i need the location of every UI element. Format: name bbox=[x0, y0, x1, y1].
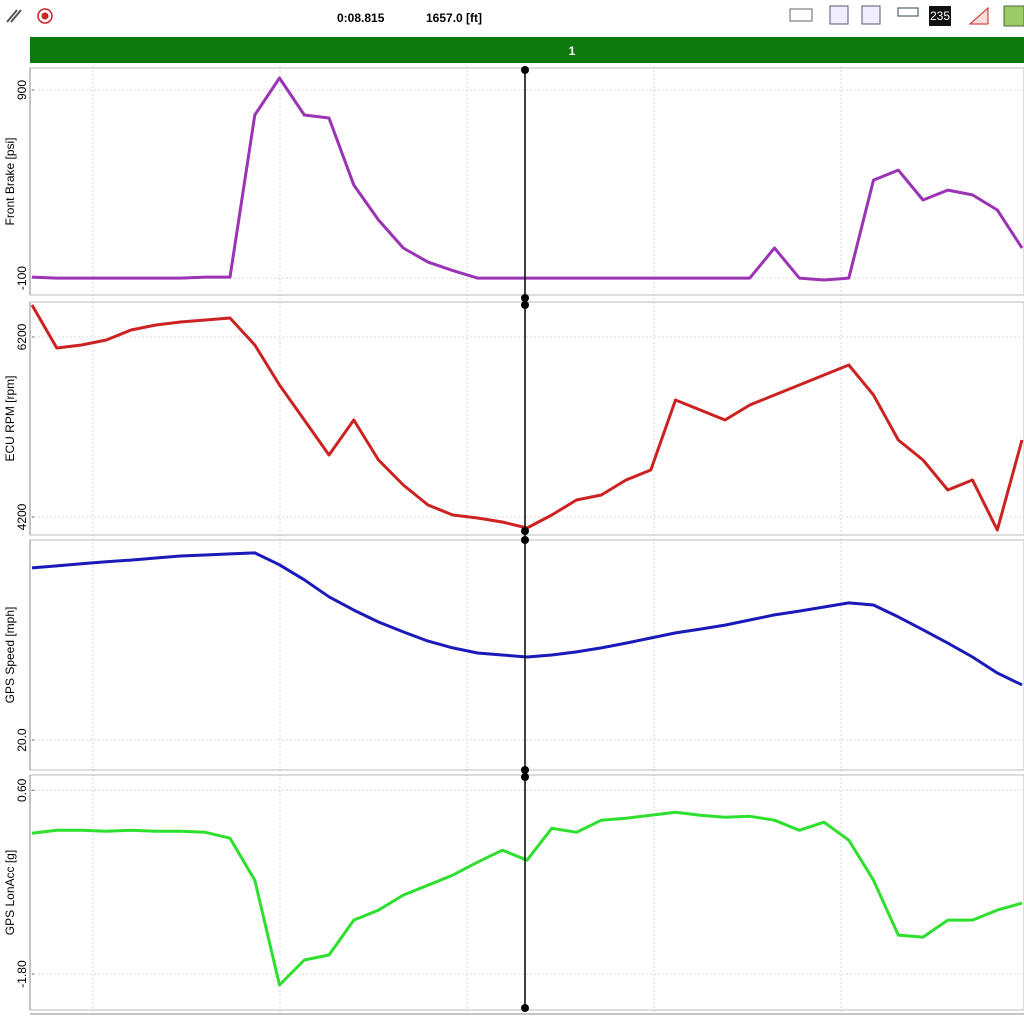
zoom-icon[interactable] bbox=[829, 5, 849, 25]
menu-icon[interactable] bbox=[1003, 5, 1024, 27]
cursor-handle bbox=[521, 773, 529, 781]
cursor-time: 0:08.815 bbox=[337, 11, 385, 25]
cursor-handle bbox=[521, 1004, 529, 1012]
cursor-distance: 1657.0 [ft] bbox=[426, 11, 482, 25]
y-axis-label: GPS LonAcc [g] bbox=[3, 850, 17, 935]
cursor-handle bbox=[521, 536, 529, 544]
cursor-handle bbox=[521, 66, 529, 74]
lap-label: 1 bbox=[569, 44, 576, 58]
record-dot bbox=[41, 12, 49, 20]
layout-icon[interactable] bbox=[897, 7, 919, 17]
y-tick-label: 6200 bbox=[15, 323, 29, 350]
y-tick-label: -100 bbox=[15, 266, 29, 290]
cursor-handle bbox=[521, 301, 529, 309]
cursor-handle bbox=[521, 527, 529, 535]
number-icon-label: 235 bbox=[930, 9, 950, 23]
y-axis-label: ECU RPM [rpm] bbox=[3, 375, 17, 461]
record-button[interactable] bbox=[37, 8, 53, 24]
y-tick-label: 20.0 bbox=[15, 728, 29, 752]
triangle-icon[interactable] bbox=[968, 6, 989, 25]
toolbar: 0:08.815 1657.0 [ft] 235 bbox=[6, 5, 1024, 27]
lap-bar[interactable] bbox=[30, 37, 1024, 63]
cursor-handle bbox=[521, 766, 529, 774]
ruler-icon[interactable] bbox=[789, 8, 813, 22]
number-icon[interactable] bbox=[929, 6, 951, 26]
y-tick-label: -1.80 bbox=[15, 960, 29, 988]
data-line bbox=[31, 76, 1024, 282]
data-line bbox=[31, 551, 1023, 687]
y-axis-label: Front Brake [psi] bbox=[3, 137, 17, 225]
y-tick-label: 900 bbox=[15, 80, 29, 100]
zoom-out-icon[interactable] bbox=[861, 5, 881, 25]
cursor-handle bbox=[521, 294, 529, 302]
y-axis-label: GPS Speed [mph] bbox=[3, 607, 17, 704]
x-grid bbox=[30, 66, 1024, 1015]
y-tick-label: 4200 bbox=[15, 503, 29, 530]
tool-icon[interactable] bbox=[6, 9, 22, 23]
y-tick-label: 0.60 bbox=[15, 778, 29, 802]
data-line bbox=[31, 810, 1023, 987]
